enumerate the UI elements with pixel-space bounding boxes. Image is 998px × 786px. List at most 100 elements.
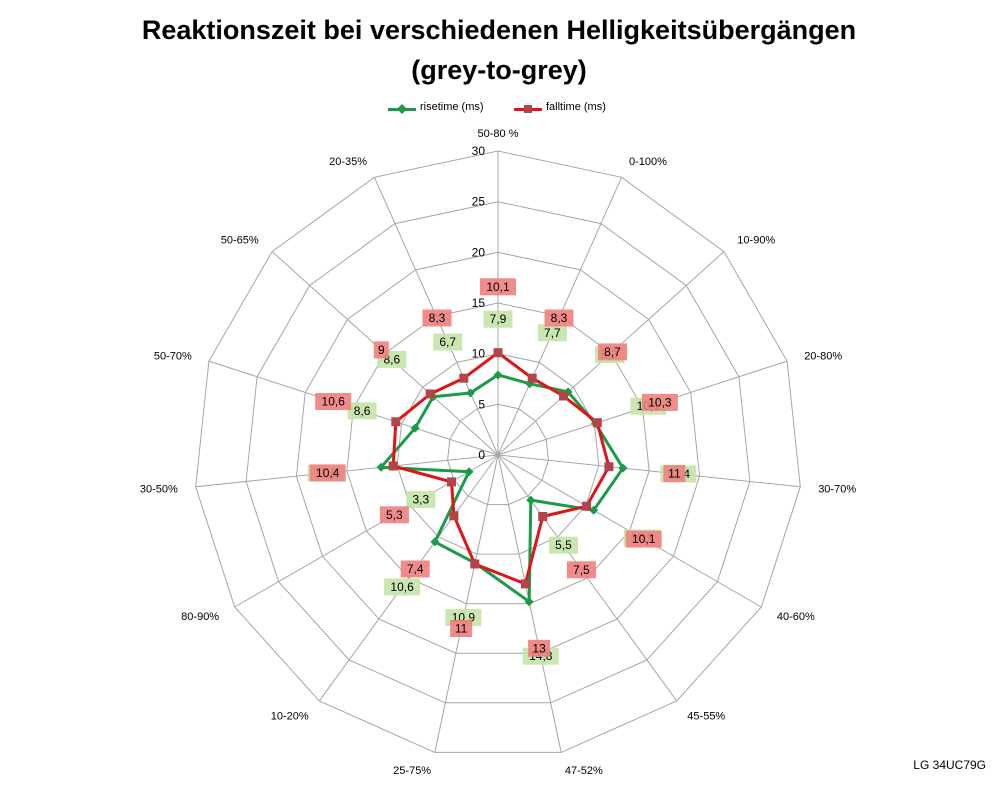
data-label-bg-falltime (379, 506, 409, 524)
data-label-falltime: 10,1 (632, 532, 656, 546)
data-label-bg-falltime (598, 343, 627, 361)
data-label-falltime: 7,5 (573, 563, 590, 577)
radial-tick-label: 0 (478, 448, 485, 462)
grid-ring (447, 403, 549, 506)
data-point-falltime (391, 417, 401, 427)
category-label: 30-50% (140, 484, 178, 496)
data-label-bg-falltime (480, 278, 516, 296)
grid-ring (195, 150, 801, 753)
legend-marker-risetime (397, 104, 407, 114)
data-point-falltime (559, 391, 568, 401)
data-label-bg-falltime (309, 464, 346, 482)
data-point-falltime (538, 512, 548, 521)
data-point-falltime (425, 389, 435, 399)
data-label-bg-risetime (384, 578, 421, 596)
data-point-falltime (459, 373, 469, 383)
data-label-bg-risetime (537, 324, 567, 342)
category-label: 20-80% (804, 351, 842, 363)
data-label-bg-risetime (406, 491, 436, 509)
category-label: 47-52% (565, 765, 603, 777)
data-point-risetime (376, 462, 386, 472)
radial-tick-label: 15 (472, 296, 486, 310)
data-label-bg-falltime (450, 620, 473, 637)
data-label-risetime: 7,9 (490, 312, 507, 326)
grid-spoke (195, 454, 499, 488)
data-label-bg-falltime (663, 465, 686, 482)
data-label-risetime: 5,5 (555, 538, 572, 552)
data-label-falltime: 10,4 (316, 466, 340, 480)
grid-spoke (318, 454, 499, 702)
grid-spoke (497, 454, 801, 488)
data-label-risetime: 10,6 (390, 580, 414, 594)
data-label-bg-falltime (528, 639, 551, 657)
data-label-falltime: 8,7 (604, 345, 621, 359)
data-point-falltime (493, 348, 503, 358)
radial-tick-label: 25 (472, 195, 486, 209)
data-label-falltime: 9 (378, 343, 385, 357)
category-label: 50-65% (221, 235, 259, 247)
data-point-risetime (589, 505, 599, 515)
data-point-falltime (470, 559, 480, 569)
chart-title-line2: (grey-to-grey) (411, 55, 587, 85)
data-label-risetime: 8,6 (354, 404, 371, 418)
data-point-risetime (464, 467, 474, 477)
category-label: 40-60% (777, 611, 815, 623)
data-point-risetime (618, 463, 628, 473)
category-label: 20-35% (329, 156, 367, 168)
category-label: 80-90% (181, 611, 219, 623)
data-label-falltime: 5,3 (386, 508, 403, 522)
radial-tick-label: 5 (478, 397, 485, 411)
category-label: 50-70% (154, 351, 192, 363)
category-label: 0-100% (629, 156, 667, 168)
data-point-falltime (527, 373, 537, 383)
series-line-falltime (391, 351, 611, 586)
data-label-risetime: 3,3 (412, 493, 429, 507)
legend-label-risetime: risetime (ms) (420, 101, 484, 113)
series-line-risetime (379, 373, 625, 604)
data-label-risetime: 6,7 (439, 335, 456, 349)
radial-tick-label: 10 (472, 347, 486, 361)
data-point-falltime (388, 461, 398, 471)
legend-marker-falltime (524, 105, 532, 113)
data-label-bg-falltime (544, 309, 574, 327)
data-point-falltime (447, 477, 456, 487)
data-label-bg-risetime (347, 402, 377, 420)
data-label-bg-falltime (641, 393, 678, 411)
category-label: 25-75% (393, 765, 431, 777)
data-point-risetime (526, 495, 536, 505)
data-label-bg-risetime (483, 310, 513, 328)
legend-label-falltime: falltime (ms) (546, 101, 606, 113)
chart-title-line1: Reaktionszeit bei verschiedenen Helligke… (141, 15, 857, 45)
data-label-bg-risetime (433, 333, 463, 351)
data-label-falltime: 13 (532, 641, 546, 655)
data-label-falltime: 11 (455, 622, 468, 636)
grid-ring (346, 302, 650, 605)
data-point-risetime (524, 597, 534, 607)
radial-tick-label: 30 (472, 144, 486, 158)
data-point-risetime (465, 388, 475, 398)
radial-tick-label: 20 (472, 245, 486, 259)
data-label-bg-falltime (566, 561, 596, 579)
category-label: 10-90% (737, 235, 775, 247)
data-point-falltime (449, 511, 459, 521)
grid-ring (245, 201, 751, 704)
data-point-risetime (410, 423, 420, 433)
data-label-bg-risetime (549, 536, 578, 554)
category-label: 10-20% (271, 711, 309, 723)
category-label: 50-80 % (478, 128, 519, 140)
data-label-falltime: 10,6 (322, 395, 346, 409)
data-label-risetime: 7,7 (544, 326, 561, 340)
data-point-falltime (520, 579, 530, 589)
data-label-falltime: 10,3 (648, 395, 672, 409)
data-label-falltime: 11 (668, 467, 681, 481)
data-point-falltime (592, 418, 602, 428)
category-label: 30-70% (818, 484, 856, 496)
data-label-falltime: 8,3 (429, 311, 446, 325)
watermark-label: LG 34UC79G (913, 758, 986, 772)
data-label-falltime: 10,1 (486, 280, 510, 294)
data-label-bg-falltime (315, 393, 352, 410)
category-label: 45-55% (687, 711, 725, 723)
data-label-bg-falltime (400, 560, 430, 578)
data-label-falltime: 8,3 (551, 311, 568, 325)
